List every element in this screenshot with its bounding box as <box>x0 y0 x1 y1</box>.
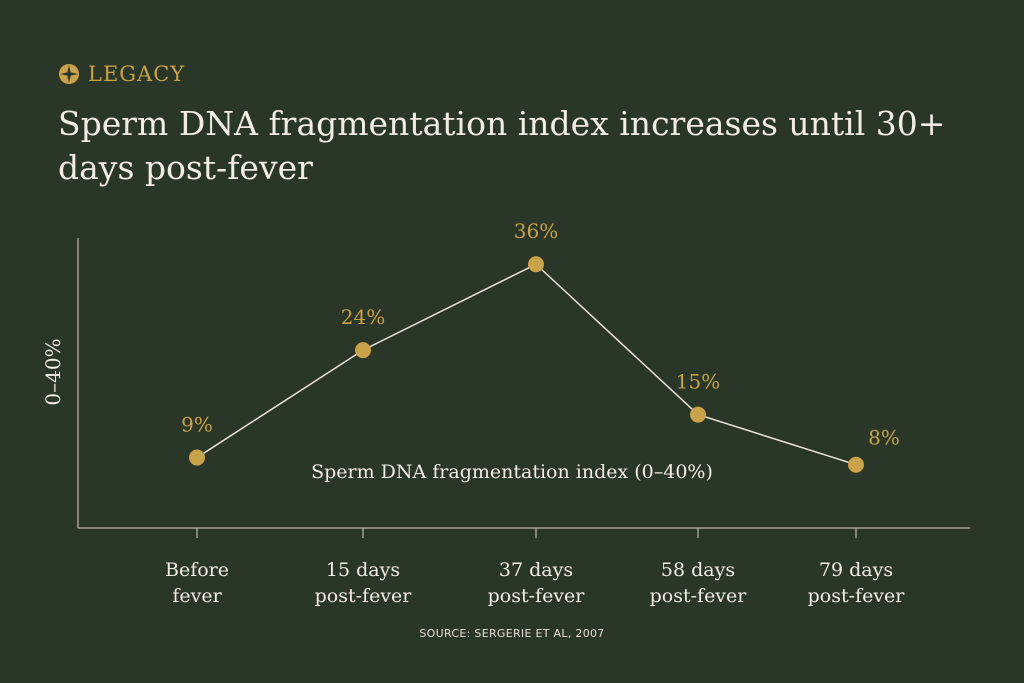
series-label: Sperm DNA fragmentation index (0–40%) <box>311 461 713 483</box>
category-label: 58 days post-fever <box>650 559 748 607</box>
legacy-logo-icon <box>59 64 79 84</box>
category-label: 37 days post-fever <box>488 559 586 607</box>
data-label: 36% <box>514 219 558 243</box>
data-label: 9% <box>181 413 213 437</box>
source-note: SOURCE: SERGERIE ET AL, 2007 <box>419 627 605 640</box>
category-label: 79 days post-fever <box>808 559 906 607</box>
data-point <box>848 456 864 473</box>
brand-logo: LEGACY <box>58 62 185 86</box>
line-chart: 0–40% 9% 24% 36% 15% 8% Before fever 15 days po… <box>41 219 970 607</box>
data-label: 8% <box>868 426 900 450</box>
data-label: 24% <box>341 305 385 329</box>
brand-name: LEGACY <box>88 62 186 86</box>
series-line <box>196 263 857 466</box>
y-axis-label: 0–40% <box>41 338 65 405</box>
data-point <box>189 449 205 466</box>
data-point <box>690 406 706 423</box>
category-label: Before fever <box>165 559 229 607</box>
category-label: 15 days post-fever <box>315 559 413 607</box>
data-point <box>528 256 544 273</box>
data-label: 15% <box>676 370 720 394</box>
chart-title: Sperm DNA fragmentation index increases … <box>58 104 946 187</box>
data-point <box>355 342 371 359</box>
